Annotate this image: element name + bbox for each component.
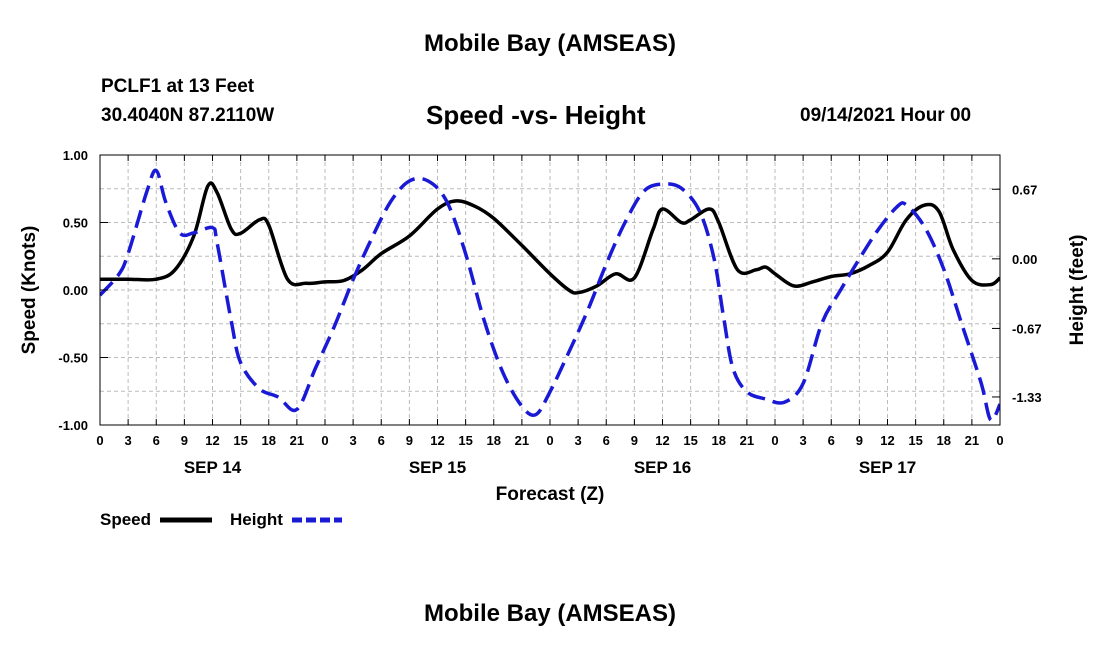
legend-height-label: Height — [230, 510, 283, 529]
chart-legend: Speed Height — [100, 510, 342, 529]
y-left-tick-label: 0.00 — [63, 283, 88, 298]
x-tick-label: 21 — [515, 433, 529, 448]
x-tick-label: 12 — [655, 433, 669, 448]
x-tick-label: 6 — [828, 433, 835, 448]
legend-speed-label: Speed — [100, 510, 151, 529]
x-tick-label: 0 — [96, 433, 103, 448]
x-tick-label: 3 — [350, 433, 357, 448]
coordinates-label: 30.4040N 87.2110W — [101, 105, 275, 126]
chart-series — [100, 168, 1000, 422]
x-tick-label: 0 — [321, 433, 328, 448]
chart-subtitle: Speed -vs- Height — [426, 100, 646, 130]
y-right-tick-label: -1.33 — [1012, 390, 1042, 405]
x-tick-label: 12 — [205, 433, 219, 448]
x-tick-label: 0 — [546, 433, 553, 448]
x-tick-label: 18 — [487, 433, 501, 448]
x-tick-label: 18 — [262, 433, 276, 448]
x-tick-label: 21 — [290, 433, 304, 448]
x-tick-label: 15 — [458, 433, 472, 448]
x-axis-label: Forecast (Z) — [496, 484, 605, 505]
x-tick-label: 15 — [233, 433, 247, 448]
x-tick-label: 9 — [856, 433, 863, 448]
y-right-tick-label: 0.67 — [1012, 182, 1037, 197]
x-tick-label: 18 — [712, 433, 726, 448]
x-tick-label: 21 — [740, 433, 754, 448]
x-tick-label: 21 — [965, 433, 979, 448]
x-day-label: SEP 15 — [409, 458, 466, 477]
chart-title-top: Mobile Bay (AMSEAS) — [423, 30, 677, 57]
x-tick-label: 3 — [800, 433, 807, 448]
y-left-tick-label: 0.50 — [63, 216, 88, 231]
y-axis-right-label: Height (feet) — [1067, 235, 1088, 346]
x-tick-label: 0 — [771, 433, 778, 448]
x-tick-label: 9 — [181, 433, 188, 448]
datetime-label: 09/14/2021 Hour 00 — [800, 105, 972, 126]
x-tick-label: 12 — [880, 433, 894, 448]
x-tick-label: 6 — [603, 433, 610, 448]
speed-series-line — [100, 181, 1000, 295]
x-tick-label: 3 — [575, 433, 582, 448]
x-tick-label: 9 — [406, 433, 413, 448]
x-tick-label: 9 — [631, 433, 638, 448]
x-day-label: SEP 16 — [634, 458, 691, 477]
station-label: PCLF1 at 13 Feet — [101, 76, 255, 97]
x-tick-label: 15 — [683, 433, 697, 448]
y-left-tick-label: -0.50 — [58, 351, 88, 366]
x-tick-label: 0 — [996, 433, 1003, 448]
y-left-tick-label: -1.00 — [58, 418, 88, 433]
y-right-tick-label: 0.00 — [1012, 252, 1037, 267]
x-tick-label: 6 — [378, 433, 385, 448]
chart-grid — [100, 155, 1000, 425]
y-right-tick-label: -0.67 — [1012, 321, 1042, 336]
x-tick-label: 18 — [937, 433, 951, 448]
y-left-tick-label: 1.00 — [63, 148, 88, 163]
x-tick-label: 3 — [125, 433, 132, 448]
height-series-line — [100, 168, 1000, 422]
y-axis-left-label: Speed (Knots) — [19, 226, 40, 355]
chart-ticks: 0 3 6 9 12 15 18 21 0 3 6 9 12 15 18 21 0 3 6 9 12 15 18 21 0 3 6 9… — [58, 148, 1041, 477]
x-tick-label: 15 — [908, 433, 922, 448]
x-day-label: SEP 14 — [184, 458, 242, 477]
x-day-label: SEP 17 — [859, 458, 916, 477]
x-tick-label: 12 — [430, 433, 444, 448]
chart-title-bottom: Mobile Bay (AMSEAS) — [423, 600, 677, 627]
x-tick-label: 6 — [153, 433, 160, 448]
